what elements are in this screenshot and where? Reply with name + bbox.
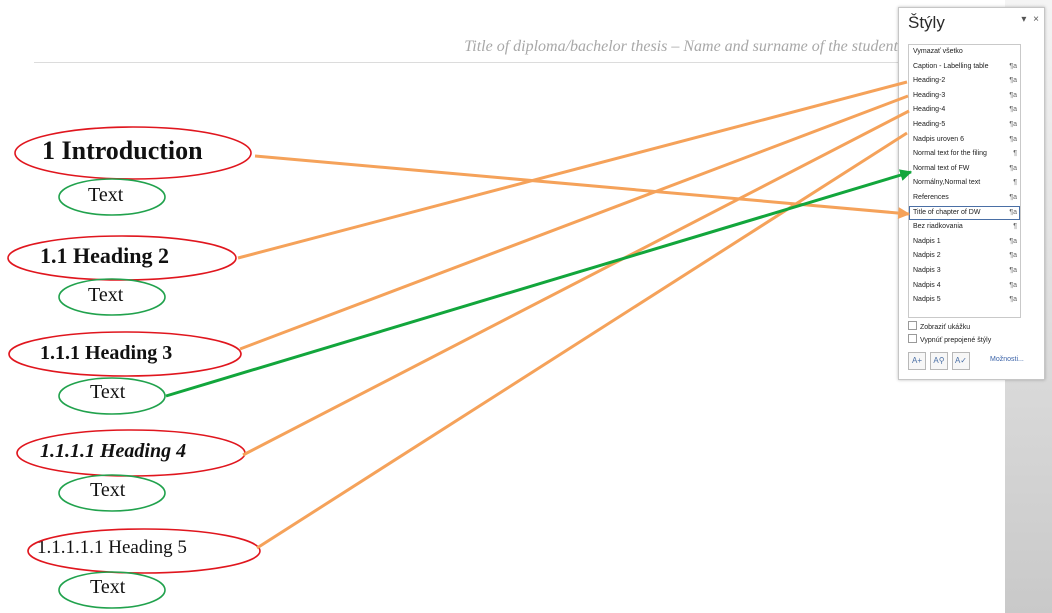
header-divider xyxy=(34,62,898,63)
style-type-icon: ¶a xyxy=(1009,193,1017,201)
styles-pane: Štýly ▾ × Vymazať všetko Caption - Labell… xyxy=(898,7,1045,380)
style-item[interactable]: References ¶a xyxy=(909,191,1020,206)
manage-styles-button[interactable]: A✓ xyxy=(952,352,970,370)
undefined xyxy=(256,131,908,550)
style-type-icon: ¶a xyxy=(1009,208,1017,216)
heading-1-text[interactable]: 1 Introduction xyxy=(42,136,203,165)
style-item[interactable]: Nadpis 4 ¶a xyxy=(909,279,1020,294)
body-text-1[interactable]: Text xyxy=(88,184,124,206)
style-type-icon: ¶ xyxy=(1013,223,1017,231)
body-text-2[interactable]: Text xyxy=(88,284,124,306)
undefined xyxy=(242,109,910,457)
style-item-name: References xyxy=(913,193,949,201)
style-type-icon: ¶a xyxy=(1009,120,1017,128)
heading-4-text[interactable]: 1.1.1.1 Heading 4 xyxy=(40,440,187,462)
style-item[interactable]: Title of chapter of DW ¶a xyxy=(909,205,1020,221)
style-item[interactable]: Nadpis 5 ¶a xyxy=(909,293,1020,308)
disable-linked-label: Vypnúť prepojené štýly xyxy=(920,337,992,344)
style-item[interactable]: Normálny,Normal text ¶ xyxy=(909,176,1020,191)
style-item[interactable]: Vymazať všetko xyxy=(909,45,1020,60)
undefined xyxy=(237,80,908,260)
style-item-name: Nadpis 4 xyxy=(913,281,941,289)
pane-close-icon[interactable]: × xyxy=(1033,14,1039,25)
style-item-name: Nadpis 5 xyxy=(913,296,941,304)
style-item-name: Heading-4 xyxy=(913,106,946,114)
style-item-name: Normálny,Normal text xyxy=(913,179,981,187)
disable-linked-checkbox[interactable] xyxy=(908,334,917,343)
style-type-icon: ¶a xyxy=(1009,62,1017,70)
style-item-name: Heading-2 xyxy=(913,77,946,85)
new-style-button[interactable]: A+ xyxy=(908,352,926,370)
style-item-name: Title of chapter of DW xyxy=(913,208,981,216)
style-item[interactable]: Heading-2 ¶a xyxy=(909,74,1020,89)
style-item-name: Heading-3 xyxy=(913,91,946,99)
body-text-4[interactable]: Text xyxy=(90,479,126,501)
style-item[interactable]: Nadpis 1 ¶a xyxy=(909,235,1020,250)
show-preview-option[interactable]: Zobraziť ukážku xyxy=(908,321,970,331)
style-item-name: Caption - Labelling table xyxy=(913,62,989,70)
style-type-icon: ¶ xyxy=(1013,150,1017,158)
page-header: Title of diploma/bachelor thesis – Name … xyxy=(464,38,898,55)
style-type-icon: ¶a xyxy=(1009,77,1017,85)
style-type-icon: ¶a xyxy=(1009,164,1017,172)
style-item[interactable]: Heading-4 ¶a xyxy=(909,103,1020,118)
style-item-name: Nadpis 3 xyxy=(913,266,941,274)
heading-3-ellipse xyxy=(8,331,242,377)
pane-controls: ▾ × xyxy=(1017,14,1039,25)
heading-1-ellipse xyxy=(14,126,252,180)
style-item-name: Heading-5 xyxy=(913,120,946,128)
heading-4-ellipse xyxy=(16,429,246,477)
style-type-icon: ¶a xyxy=(1009,266,1017,274)
text-4-ellipse xyxy=(58,474,166,512)
text-2-ellipse xyxy=(58,278,166,316)
style-item-name: Normal text for the filing xyxy=(913,150,987,158)
style-item-name: Vymazať všetko xyxy=(913,48,963,55)
body-text-5[interactable]: Text xyxy=(90,576,126,598)
undefined xyxy=(239,94,909,351)
style-item[interactable]: Nadpis 3 ¶a xyxy=(909,264,1020,279)
style-type-icon: ¶a xyxy=(1009,91,1017,99)
show-preview-label: Zobraziť ukážku xyxy=(920,324,971,331)
text-1-ellipse xyxy=(58,178,166,216)
style-type-icon: ¶ xyxy=(1013,179,1017,187)
style-item-name: Bez riadkovania xyxy=(913,223,963,231)
show-preview-checkbox[interactable] xyxy=(908,321,917,330)
style-type-icon: ¶a xyxy=(1009,135,1017,143)
style-item-name: Nadpis 1 xyxy=(913,237,941,245)
heading-2-text[interactable]: 1.1 Heading 2 xyxy=(40,243,169,268)
style-item-name: Nadpis 2 xyxy=(913,252,941,260)
style-type-icon: ¶a xyxy=(1009,296,1017,304)
arrow-text-to-normal-text-of-fw xyxy=(165,169,913,398)
style-item[interactable]: Bez riadkovania ¶ xyxy=(909,220,1020,235)
style-item[interactable]: Nadpis 2 ¶a xyxy=(909,249,1020,264)
style-type-icon: ¶a xyxy=(1009,281,1017,289)
text-5-ellipse xyxy=(58,571,166,609)
heading-5-text[interactable]: 1.1.1.1.1 Heading 5 xyxy=(37,537,187,558)
style-item[interactable]: Heading-5 ¶a xyxy=(909,118,1020,133)
style-list: Vymazať všetko Caption - Labelling table ¶… xyxy=(908,44,1021,318)
style-type-icon: ¶a xyxy=(1009,252,1017,260)
arrow-introduction-to-title-of-chapter xyxy=(254,154,911,220)
text-3-ellipse xyxy=(58,377,166,415)
options-link[interactable]: Možnosti... xyxy=(990,356,1024,363)
heading-2-ellipse xyxy=(7,235,237,281)
style-item[interactable]: Heading-3 ¶a xyxy=(909,89,1020,104)
pane-dropdown-icon[interactable]: ▾ xyxy=(1021,14,1027,25)
style-inspector-button[interactable]: A⚲ xyxy=(930,352,948,370)
style-type-icon: ¶a xyxy=(1009,106,1017,114)
style-item[interactable]: Normal text for the filing ¶ xyxy=(909,147,1020,162)
style-item-name: Nadpis uroven 6 xyxy=(913,135,964,143)
disable-linked-option[interactable]: Vypnúť prepojené štýly xyxy=(908,334,991,344)
style-item-name: Normal text of FW xyxy=(913,164,970,172)
style-item[interactable]: Normal text of FW ¶a xyxy=(909,162,1020,177)
style-type-icon: ¶a xyxy=(1009,237,1017,245)
style-item[interactable]: Nadpis uroven 6 ¶a xyxy=(909,133,1020,148)
heading-3-text[interactable]: 1.1.1 Heading 3 xyxy=(40,342,173,364)
body-text-3[interactable]: Text xyxy=(90,381,126,403)
heading-5-ellipse xyxy=(27,528,261,574)
styles-pane-title: Štýly xyxy=(908,13,945,32)
style-item[interactable]: Caption - Labelling table ¶a xyxy=(909,60,1020,75)
